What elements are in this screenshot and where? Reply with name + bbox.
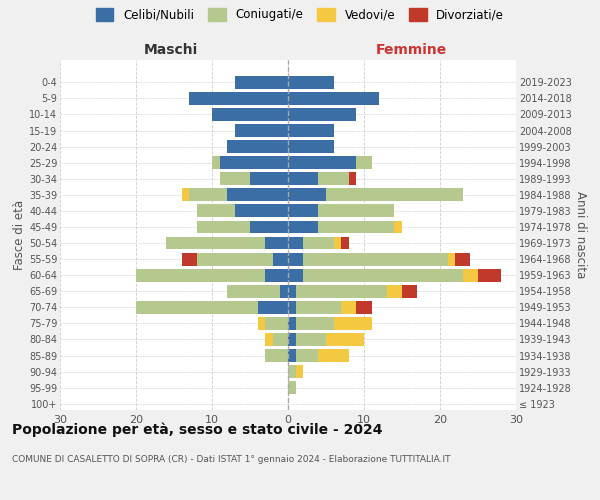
Bar bbox=[478, 268, 501, 281]
Bar bbox=[326, 188, 463, 202]
Bar bbox=[394, 220, 402, 234]
Bar bbox=[319, 204, 394, 218]
Bar bbox=[227, 188, 288, 202]
Bar bbox=[212, 156, 220, 169]
Bar bbox=[197, 252, 273, 266]
Bar bbox=[349, 172, 356, 185]
Bar bbox=[288, 301, 296, 314]
Bar bbox=[303, 268, 463, 281]
Bar bbox=[288, 76, 334, 89]
Bar bbox=[220, 156, 288, 169]
Bar bbox=[455, 252, 470, 266]
Bar bbox=[319, 349, 349, 362]
Bar bbox=[136, 301, 257, 314]
Bar bbox=[265, 236, 288, 250]
Bar bbox=[303, 252, 448, 266]
Bar bbox=[288, 156, 356, 169]
Bar bbox=[356, 301, 371, 314]
Bar bbox=[166, 236, 265, 250]
Bar bbox=[288, 220, 319, 234]
Bar bbox=[296, 285, 387, 298]
Bar bbox=[197, 220, 250, 234]
Bar bbox=[227, 140, 288, 153]
Text: Femmine: Femmine bbox=[376, 44, 446, 58]
Bar bbox=[257, 301, 288, 314]
Bar bbox=[265, 317, 288, 330]
Bar bbox=[288, 92, 379, 105]
Bar bbox=[334, 317, 371, 330]
Bar bbox=[250, 172, 288, 185]
Bar bbox=[319, 172, 349, 185]
Y-axis label: Anni di nascita: Anni di nascita bbox=[574, 192, 587, 278]
Bar bbox=[288, 252, 303, 266]
Text: COMUNE DI CASALETTO DI SOPRA (CR) - Dati ISTAT 1° gennaio 2024 - Elaborazione TU: COMUNE DI CASALETTO DI SOPRA (CR) - Dati… bbox=[12, 455, 451, 464]
Bar bbox=[235, 124, 288, 137]
Y-axis label: Fasce di età: Fasce di età bbox=[13, 200, 26, 270]
Bar bbox=[182, 252, 197, 266]
Bar bbox=[463, 268, 478, 281]
Bar bbox=[356, 156, 371, 169]
Bar bbox=[136, 268, 265, 281]
Bar bbox=[288, 365, 296, 378]
Bar bbox=[334, 236, 341, 250]
Bar bbox=[182, 188, 189, 202]
Bar bbox=[448, 252, 455, 266]
Bar bbox=[288, 381, 296, 394]
Bar bbox=[220, 172, 250, 185]
Bar bbox=[288, 188, 326, 202]
Bar bbox=[288, 172, 319, 185]
Bar bbox=[341, 301, 356, 314]
Bar bbox=[402, 285, 417, 298]
Bar bbox=[296, 349, 319, 362]
Bar bbox=[303, 236, 334, 250]
Bar bbox=[296, 333, 326, 346]
Bar bbox=[265, 333, 273, 346]
Bar bbox=[288, 268, 303, 281]
Text: Maschi: Maschi bbox=[144, 44, 198, 58]
Bar bbox=[288, 317, 296, 330]
Bar bbox=[296, 317, 334, 330]
Bar bbox=[296, 365, 303, 378]
Bar bbox=[288, 285, 296, 298]
Bar bbox=[387, 285, 402, 298]
Bar bbox=[250, 220, 288, 234]
Bar bbox=[265, 268, 288, 281]
Bar bbox=[197, 204, 235, 218]
Bar bbox=[257, 317, 265, 330]
Bar bbox=[189, 188, 227, 202]
Bar bbox=[326, 333, 364, 346]
Bar bbox=[288, 140, 334, 153]
Bar bbox=[288, 204, 319, 218]
Bar bbox=[288, 349, 296, 362]
Bar bbox=[341, 236, 349, 250]
Text: Popolazione per età, sesso e stato civile - 2024: Popolazione per età, sesso e stato civil… bbox=[12, 422, 383, 437]
Bar bbox=[235, 204, 288, 218]
Bar bbox=[288, 108, 356, 121]
Bar bbox=[265, 349, 288, 362]
Legend: Celibi/Nubili, Coniugati/e, Vedovi/e, Divorziati/e: Celibi/Nubili, Coniugati/e, Vedovi/e, Di… bbox=[96, 8, 504, 22]
Bar bbox=[296, 301, 341, 314]
Bar bbox=[273, 252, 288, 266]
Bar bbox=[288, 124, 334, 137]
Bar bbox=[280, 285, 288, 298]
Bar bbox=[212, 108, 288, 121]
Bar bbox=[319, 220, 394, 234]
Bar bbox=[227, 285, 280, 298]
Bar bbox=[288, 333, 296, 346]
Bar bbox=[288, 236, 303, 250]
Bar bbox=[273, 333, 288, 346]
Bar bbox=[189, 92, 288, 105]
Bar bbox=[235, 76, 288, 89]
